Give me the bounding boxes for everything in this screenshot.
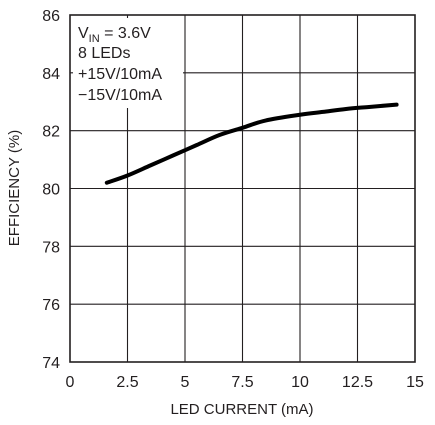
y-tick-labels: 74 76 78 80 82 84 86: [42, 8, 60, 372]
annotation-background: [73, 18, 183, 108]
x-tick-label: 2.5: [116, 374, 138, 391]
x-tick-label: 7.5: [231, 374, 253, 391]
x-axis-label: LED CURRENT (mA): [170, 401, 313, 418]
annotation-vin-sub: IN: [89, 33, 100, 45]
x-tick-labels: 0 2.5 5 7.5 10 12.5 15: [66, 374, 424, 391]
gridlines: [70, 15, 415, 362]
annotation-vin-main: V: [78, 25, 89, 42]
y-axis-label: EFFICIENCY (%): [6, 130, 23, 246]
y-tick-label: 74: [42, 355, 60, 372]
y-tick-label: 78: [42, 239, 60, 256]
y-tick-label: 82: [42, 124, 60, 141]
chart-annotation: VIN = 3.6V 8 LEDs +15V/10mA −15V/10mA: [73, 18, 183, 108]
y-tick-label: 76: [42, 297, 60, 314]
annotation-positive-rail: +15V/10mA: [78, 66, 162, 83]
x-tick-label: 10: [291, 374, 309, 391]
y-tick-label: 86: [42, 8, 60, 25]
y-tick-label: 84: [42, 66, 60, 83]
efficiency-curve: [104, 102, 399, 185]
x-tick-label: 12.5: [342, 374, 373, 391]
x-tick-label: 0: [66, 374, 75, 391]
annotation-vin-rest: = 3.6V: [100, 25, 151, 42]
x-tick-label: 15: [406, 374, 424, 391]
annotation-negative-rail: −15V/10mA: [78, 87, 162, 104]
annotation-vin: VIN = 3.6V: [78, 25, 151, 45]
y-tick-label: 80: [42, 182, 60, 199]
series-layer: [104, 102, 399, 185]
plot-frame: [69, 14, 416, 363]
x-tick-label: 5: [181, 374, 190, 391]
annotation-led-count: 8 LEDs: [78, 45, 130, 62]
